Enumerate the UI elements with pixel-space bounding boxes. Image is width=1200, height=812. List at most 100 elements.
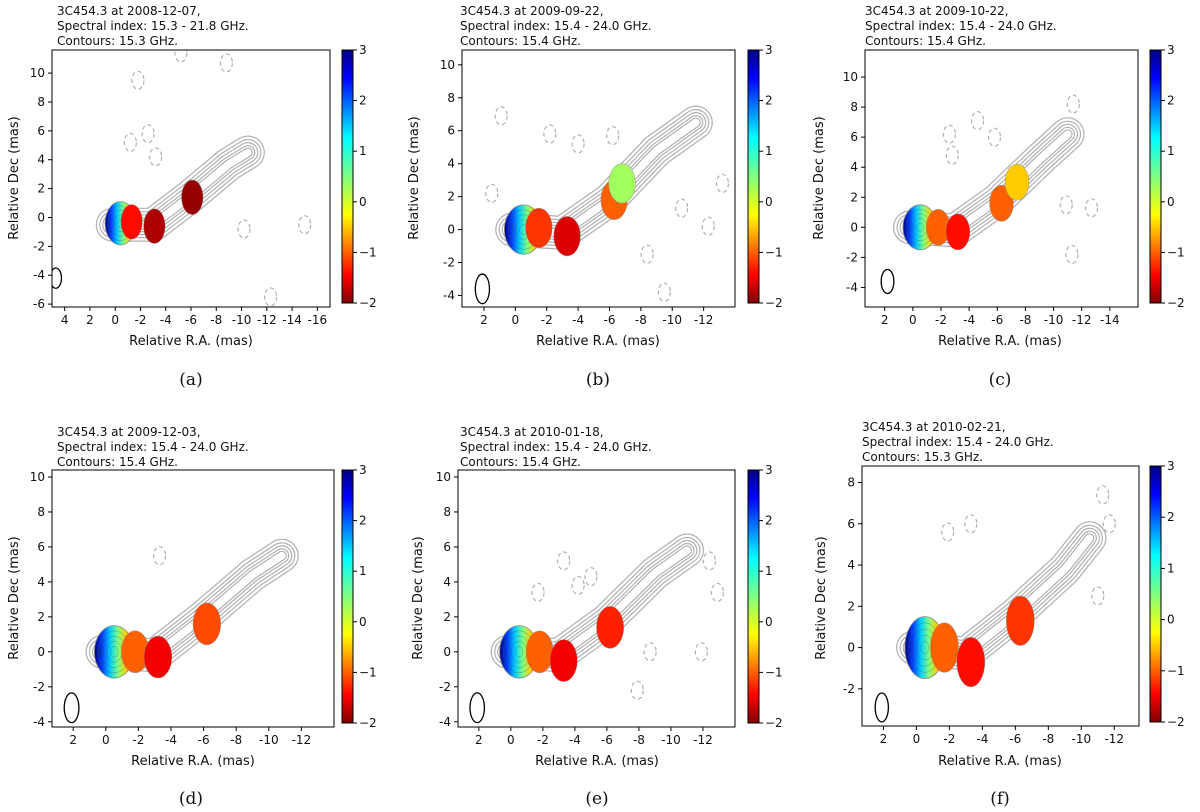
x-tick-label: -6 xyxy=(603,313,615,327)
x-tick-label: -2 xyxy=(541,313,553,327)
y-tick-label: 6 xyxy=(850,130,858,144)
jet-component xyxy=(930,622,959,673)
colorbar-tick-label: −2 xyxy=(1167,296,1185,310)
colorbar-tick-label: 0 xyxy=(765,195,773,209)
colorbar-gradient xyxy=(341,49,354,304)
y-tick-label: 2 xyxy=(847,599,855,613)
dashed-contour xyxy=(701,216,715,236)
y-tick-label: 4 xyxy=(37,575,45,589)
beam-ellipse xyxy=(52,267,63,289)
x-axis-label: Relative R.A. (mas) xyxy=(938,334,1062,349)
jet-component xyxy=(143,208,166,244)
x-tick-label: -4 xyxy=(976,732,988,746)
x-tick-label: -10 xyxy=(1071,732,1091,746)
colorbar-tick-label: −1 xyxy=(765,665,783,679)
y-axis-label: Relative Dec (mas) xyxy=(7,536,22,659)
y-tick-label: -2 xyxy=(33,239,45,253)
x-tick-label: -4 xyxy=(569,733,581,747)
jet-component xyxy=(1005,595,1035,646)
panel-c: 3C454.3 at 2009-10-22, Spectral index: 1… xyxy=(812,4,1185,390)
jet-component xyxy=(120,204,143,240)
y-tick-label: 2 xyxy=(850,190,858,204)
x-tick-label: -6 xyxy=(601,733,613,747)
y-tick-label: -2 xyxy=(843,682,855,696)
dashed-contour xyxy=(485,183,499,203)
jet-component xyxy=(553,216,581,257)
y-tick-label: 8 xyxy=(443,505,451,519)
plot-frame xyxy=(461,49,736,308)
jet-component xyxy=(525,630,554,674)
dashed-contour xyxy=(264,287,278,307)
panel-title-line: Contours: 15.4 GHz. xyxy=(57,455,178,469)
panel-e: 3C454.3 at 2010-01-18, Spectral index: 1… xyxy=(411,425,783,809)
y-tick-label: 8 xyxy=(37,505,45,519)
panel-b: 3C454.3 at 2009-09-22, Spectral index: 1… xyxy=(407,4,783,390)
panel-title-line: Spectral index: 15.3 - 21.8 GHz. xyxy=(57,19,249,33)
y-tick-label: 4 xyxy=(443,575,451,589)
dashed-contour xyxy=(237,219,251,239)
panel-title-line: 3C454.3 at 2010-01-18, xyxy=(460,425,604,439)
colorbar-tick-label: −2 xyxy=(359,716,377,730)
plot-content xyxy=(469,533,724,724)
colorbar-tick-label: 1 xyxy=(1167,144,1175,158)
colorbar: 3 2 1 0 −1 −2 xyxy=(341,463,377,730)
plot-frame xyxy=(51,469,335,728)
y-tick-label: 0 xyxy=(850,220,858,234)
dashed-contour xyxy=(675,198,689,218)
x-tick-label: 0 xyxy=(507,733,515,747)
colorbar-tick-label: −2 xyxy=(765,716,783,730)
y-tick-label: 4 xyxy=(447,157,455,171)
dashed-contour xyxy=(630,680,644,700)
colorbar-tick-label: −1 xyxy=(359,245,377,259)
panel-title-line: 3C454.3 at 2009-09-22, xyxy=(460,4,604,18)
beam-ellipse xyxy=(63,692,80,724)
colorbar-tick-label: 1 xyxy=(765,144,773,158)
colorbar-gradient xyxy=(747,49,760,304)
x-axis-label: Relative R.A. (mas) xyxy=(535,754,659,769)
plot-area: 2 0 -2 -4 -6 -8 -10 -12 -2 0 2 4 6 8 xyxy=(843,465,1140,746)
colorbar-tick-label: 2 xyxy=(765,94,773,108)
colorbar-tick-label: 1 xyxy=(1167,561,1175,575)
dashed-contour xyxy=(1096,485,1110,505)
panel-title-line: 3C454.3 at 2009-10-22, xyxy=(865,4,1009,18)
dashed-contour xyxy=(557,551,571,571)
colorbar: 3 2 1 0 −1 −2 xyxy=(1149,459,1185,729)
panel-title-line: Contours: 15.3 GHz. xyxy=(57,34,178,48)
core-contour xyxy=(920,641,930,655)
y-tick-label: 6 xyxy=(37,540,45,554)
y-tick-label: 8 xyxy=(850,100,858,114)
y-tick-label: 10 xyxy=(436,470,451,484)
panel-a: 3C454.3 at 2008-12-07, Spectral index: 1… xyxy=(7,4,377,390)
x-tick-label: -14 xyxy=(282,313,302,327)
plot-content xyxy=(63,538,299,724)
dashed-contour xyxy=(298,215,312,235)
dashed-contour xyxy=(606,126,620,146)
colorbar: 3 2 1 0 −1 −2 xyxy=(1149,43,1185,310)
y-tick-label: 10 xyxy=(440,58,455,72)
y-axis-label: Relative Dec (mas) xyxy=(814,536,829,659)
dashed-contour xyxy=(1065,244,1079,264)
dashed-contour xyxy=(1066,94,1080,114)
y-tick-label: 2 xyxy=(443,610,451,624)
panel-title-line: 3C454.3 at 2009-12-03, xyxy=(57,425,201,439)
x-tick-label: -10 xyxy=(661,733,681,747)
x-tick-label: 0 xyxy=(102,733,110,747)
y-tick-label: -4 xyxy=(439,715,451,729)
y-tick-label: 8 xyxy=(37,95,45,109)
colorbar-tick-label: −1 xyxy=(359,665,377,679)
colorbar-tick-label: −2 xyxy=(359,296,377,310)
x-tick-label: -12 xyxy=(693,733,713,747)
colorbar-tick-label: 0 xyxy=(359,195,367,209)
dashed-contour xyxy=(657,282,671,302)
x-tick-label: -10 xyxy=(259,733,279,747)
dashed-contour xyxy=(131,70,145,90)
colorbar-tick-label: 3 xyxy=(1167,43,1175,57)
core-contour xyxy=(109,646,119,658)
dashed-contour xyxy=(152,546,167,566)
jet-component xyxy=(1004,163,1030,201)
dashed-contour xyxy=(531,582,545,602)
panel-title-line: Contours: 15.4 GHz. xyxy=(460,455,581,469)
colorbar-tick-label: 1 xyxy=(765,564,773,578)
plot-content xyxy=(52,50,312,307)
